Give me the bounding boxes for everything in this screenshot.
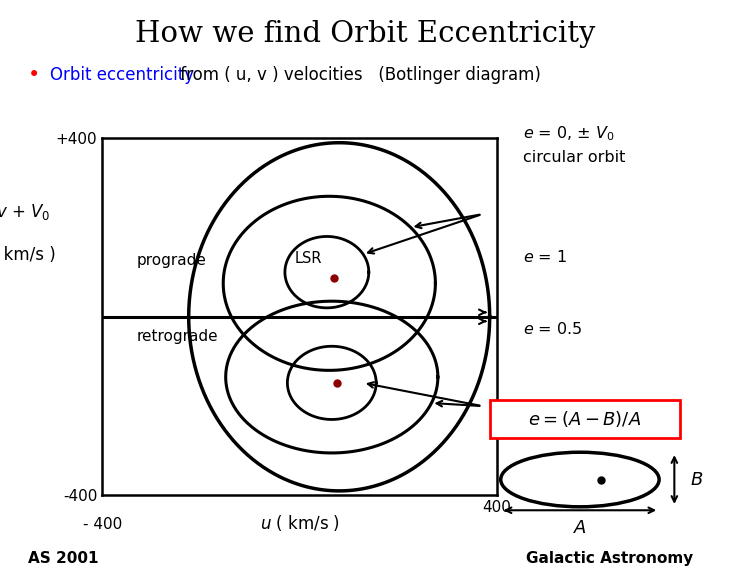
Text: $B$: $B$	[689, 471, 702, 488]
Text: $e$ = 0, ± $V_0$: $e$ = 0, ± $V_0$	[523, 124, 614, 143]
Text: retrograde: retrograde	[137, 329, 219, 344]
Text: How we find Orbit Eccentricity: How we find Orbit Eccentricity	[135, 20, 596, 48]
Text: circular orbit: circular orbit	[523, 150, 625, 165]
Text: Galactic Astronomy: Galactic Astronomy	[526, 551, 694, 566]
Text: Orbit eccentricity: Orbit eccentricity	[50, 66, 194, 84]
Text: $v$ + $V_0$: $v$ + $V_0$	[0, 202, 50, 222]
Text: $u$ ( km/s ): $u$ ( km/s )	[260, 513, 340, 533]
Text: from ( u, v ) velocities   (Botlinger diagram): from ( u, v ) velocities (Botlinger diag…	[175, 66, 542, 84]
Text: $e$ = 0.5: $e$ = 0.5	[523, 321, 582, 337]
Text: prograde: prograde	[137, 253, 207, 268]
Text: AS 2001: AS 2001	[28, 551, 98, 566]
Text: ( km/s ): ( km/s )	[0, 245, 56, 264]
FancyBboxPatch shape	[490, 400, 680, 438]
Text: •: •	[28, 65, 40, 85]
Text: $A$: $A$	[573, 519, 587, 537]
Text: $e$ = 1: $e$ = 1	[523, 249, 567, 265]
Text: $e = (A-B)/A$: $e = (A-B)/A$	[529, 409, 641, 429]
Text: LSR: LSR	[295, 251, 322, 266]
Text: - 400: - 400	[83, 517, 122, 532]
